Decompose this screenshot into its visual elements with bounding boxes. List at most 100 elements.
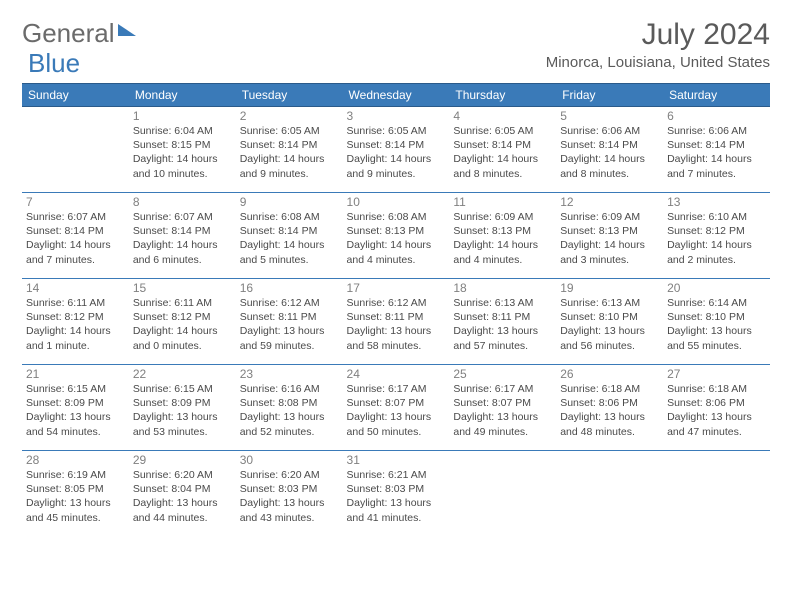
title-block: July 2024 Minorca, Louisiana, United Sta… <box>546 18 770 79</box>
day-number: 28 <box>26 453 125 467</box>
calendar-cell <box>22 107 129 193</box>
calendar-cell: 18Sunrise: 6:13 AMSunset: 8:11 PMDayligh… <box>449 279 556 365</box>
day-number: 25 <box>453 367 552 381</box>
calendar-cell: 28Sunrise: 6:19 AMSunset: 8:05 PMDayligh… <box>22 451 129 537</box>
day-number: 11 <box>453 195 552 209</box>
day-number: 26 <box>560 367 659 381</box>
day-number: 24 <box>347 367 446 381</box>
day-info: Sunrise: 6:07 AMSunset: 8:14 PMDaylight:… <box>133 210 232 267</box>
day-info: Sunrise: 6:21 AMSunset: 8:03 PMDaylight:… <box>347 468 446 525</box>
day-info: Sunrise: 6:11 AMSunset: 8:12 PMDaylight:… <box>133 296 232 353</box>
day-number: 20 <box>667 281 766 295</box>
calendar-cell: 22Sunrise: 6:15 AMSunset: 8:09 PMDayligh… <box>129 365 236 451</box>
calendar-table: SundayMondayTuesdayWednesdayThursdayFrid… <box>22 83 770 537</box>
calendar-week-row: 1Sunrise: 6:04 AMSunset: 8:15 PMDaylight… <box>22 107 770 193</box>
day-info: Sunrise: 6:15 AMSunset: 8:09 PMDaylight:… <box>133 382 232 439</box>
brand-text-1: General <box>22 18 115 49</box>
day-info: Sunrise: 6:06 AMSunset: 8:14 PMDaylight:… <box>667 124 766 181</box>
calendar-week-row: 21Sunrise: 6:15 AMSunset: 8:09 PMDayligh… <box>22 365 770 451</box>
calendar-body: 1Sunrise: 6:04 AMSunset: 8:15 PMDaylight… <box>22 107 770 537</box>
day-info: Sunrise: 6:07 AMSunset: 8:14 PMDaylight:… <box>26 210 125 267</box>
day-info: Sunrise: 6:09 AMSunset: 8:13 PMDaylight:… <box>453 210 552 267</box>
day-number: 18 <box>453 281 552 295</box>
calendar-cell: 7Sunrise: 6:07 AMSunset: 8:14 PMDaylight… <box>22 193 129 279</box>
day-header: Friday <box>556 84 663 107</box>
day-info: Sunrise: 6:13 AMSunset: 8:11 PMDaylight:… <box>453 296 552 353</box>
calendar-cell: 14Sunrise: 6:11 AMSunset: 8:12 PMDayligh… <box>22 279 129 365</box>
day-number: 15 <box>133 281 232 295</box>
day-info: Sunrise: 6:17 AMSunset: 8:07 PMDaylight:… <box>347 382 446 439</box>
brand-triangle-icon <box>118 24 136 36</box>
day-info: Sunrise: 6:06 AMSunset: 8:14 PMDaylight:… <box>560 124 659 181</box>
day-number: 9 <box>240 195 339 209</box>
day-info: Sunrise: 6:20 AMSunset: 8:04 PMDaylight:… <box>133 468 232 525</box>
calendar-cell: 15Sunrise: 6:11 AMSunset: 8:12 PMDayligh… <box>129 279 236 365</box>
calendar-cell: 20Sunrise: 6:14 AMSunset: 8:10 PMDayligh… <box>663 279 770 365</box>
calendar-cell: 9Sunrise: 6:08 AMSunset: 8:14 PMDaylight… <box>236 193 343 279</box>
day-header: Sunday <box>22 84 129 107</box>
calendar-cell: 19Sunrise: 6:13 AMSunset: 8:10 PMDayligh… <box>556 279 663 365</box>
calendar-cell: 24Sunrise: 6:17 AMSunset: 8:07 PMDayligh… <box>343 365 450 451</box>
day-number: 8 <box>133 195 232 209</box>
day-number: 27 <box>667 367 766 381</box>
day-number: 29 <box>133 453 232 467</box>
calendar-week-row: 28Sunrise: 6:19 AMSunset: 8:05 PMDayligh… <box>22 451 770 537</box>
location-label: Minorca, Louisiana, United States <box>546 54 770 71</box>
calendar-cell: 16Sunrise: 6:12 AMSunset: 8:11 PMDayligh… <box>236 279 343 365</box>
day-info: Sunrise: 6:08 AMSunset: 8:13 PMDaylight:… <box>347 210 446 267</box>
day-header-row: SundayMondayTuesdayWednesdayThursdayFrid… <box>22 84 770 107</box>
day-info: Sunrise: 6:17 AMSunset: 8:07 PMDaylight:… <box>453 382 552 439</box>
calendar-cell: 26Sunrise: 6:18 AMSunset: 8:06 PMDayligh… <box>556 365 663 451</box>
calendar-cell <box>556 451 663 537</box>
calendar-cell: 5Sunrise: 6:06 AMSunset: 8:14 PMDaylight… <box>556 107 663 193</box>
day-info: Sunrise: 6:05 AMSunset: 8:14 PMDaylight:… <box>453 124 552 181</box>
day-number: 3 <box>347 109 446 123</box>
day-info: Sunrise: 6:05 AMSunset: 8:14 PMDaylight:… <box>347 124 446 181</box>
calendar-cell: 4Sunrise: 6:05 AMSunset: 8:14 PMDaylight… <box>449 107 556 193</box>
calendar-cell: 29Sunrise: 6:20 AMSunset: 8:04 PMDayligh… <box>129 451 236 537</box>
brand-logo: General <box>22 18 139 49</box>
month-title: July 2024 <box>546 18 770 52</box>
day-number: 1 <box>133 109 232 123</box>
day-header: Saturday <box>663 84 770 107</box>
day-info: Sunrise: 6:10 AMSunset: 8:12 PMDaylight:… <box>667 210 766 267</box>
day-number: 30 <box>240 453 339 467</box>
day-info: Sunrise: 6:18 AMSunset: 8:06 PMDaylight:… <box>667 382 766 439</box>
day-number: 23 <box>240 367 339 381</box>
day-number: 21 <box>26 367 125 381</box>
day-info: Sunrise: 6:04 AMSunset: 8:15 PMDaylight:… <box>133 124 232 181</box>
calendar-cell: 2Sunrise: 6:05 AMSunset: 8:14 PMDaylight… <box>236 107 343 193</box>
day-number: 19 <box>560 281 659 295</box>
day-info: Sunrise: 6:12 AMSunset: 8:11 PMDaylight:… <box>240 296 339 353</box>
day-number: 17 <box>347 281 446 295</box>
page-header: General July 2024 Minorca, Louisiana, Un… <box>22 18 770 79</box>
calendar-cell: 21Sunrise: 6:15 AMSunset: 8:09 PMDayligh… <box>22 365 129 451</box>
day-number: 12 <box>560 195 659 209</box>
day-number: 13 <box>667 195 766 209</box>
calendar-cell: 25Sunrise: 6:17 AMSunset: 8:07 PMDayligh… <box>449 365 556 451</box>
calendar-cell: 3Sunrise: 6:05 AMSunset: 8:14 PMDaylight… <box>343 107 450 193</box>
day-header: Thursday <box>449 84 556 107</box>
calendar-cell <box>663 451 770 537</box>
day-info: Sunrise: 6:16 AMSunset: 8:08 PMDaylight:… <box>240 382 339 439</box>
calendar-cell: 31Sunrise: 6:21 AMSunset: 8:03 PMDayligh… <box>343 451 450 537</box>
day-number: 2 <box>240 109 339 123</box>
brand-text-2: Blue <box>28 48 80 79</box>
calendar-week-row: 7Sunrise: 6:07 AMSunset: 8:14 PMDaylight… <box>22 193 770 279</box>
day-info: Sunrise: 6:19 AMSunset: 8:05 PMDaylight:… <box>26 468 125 525</box>
calendar-cell: 27Sunrise: 6:18 AMSunset: 8:06 PMDayligh… <box>663 365 770 451</box>
calendar-cell: 6Sunrise: 6:06 AMSunset: 8:14 PMDaylight… <box>663 107 770 193</box>
calendar-cell: 13Sunrise: 6:10 AMSunset: 8:12 PMDayligh… <box>663 193 770 279</box>
day-info: Sunrise: 6:14 AMSunset: 8:10 PMDaylight:… <box>667 296 766 353</box>
calendar-cell: 12Sunrise: 6:09 AMSunset: 8:13 PMDayligh… <box>556 193 663 279</box>
day-info: Sunrise: 6:09 AMSunset: 8:13 PMDaylight:… <box>560 210 659 267</box>
day-number: 10 <box>347 195 446 209</box>
day-info: Sunrise: 6:15 AMSunset: 8:09 PMDaylight:… <box>26 382 125 439</box>
day-number: 22 <box>133 367 232 381</box>
calendar-cell: 30Sunrise: 6:20 AMSunset: 8:03 PMDayligh… <box>236 451 343 537</box>
day-number: 4 <box>453 109 552 123</box>
calendar-cell: 10Sunrise: 6:08 AMSunset: 8:13 PMDayligh… <box>343 193 450 279</box>
day-number: 5 <box>560 109 659 123</box>
day-info: Sunrise: 6:05 AMSunset: 8:14 PMDaylight:… <box>240 124 339 181</box>
calendar-week-row: 14Sunrise: 6:11 AMSunset: 8:12 PMDayligh… <box>22 279 770 365</box>
